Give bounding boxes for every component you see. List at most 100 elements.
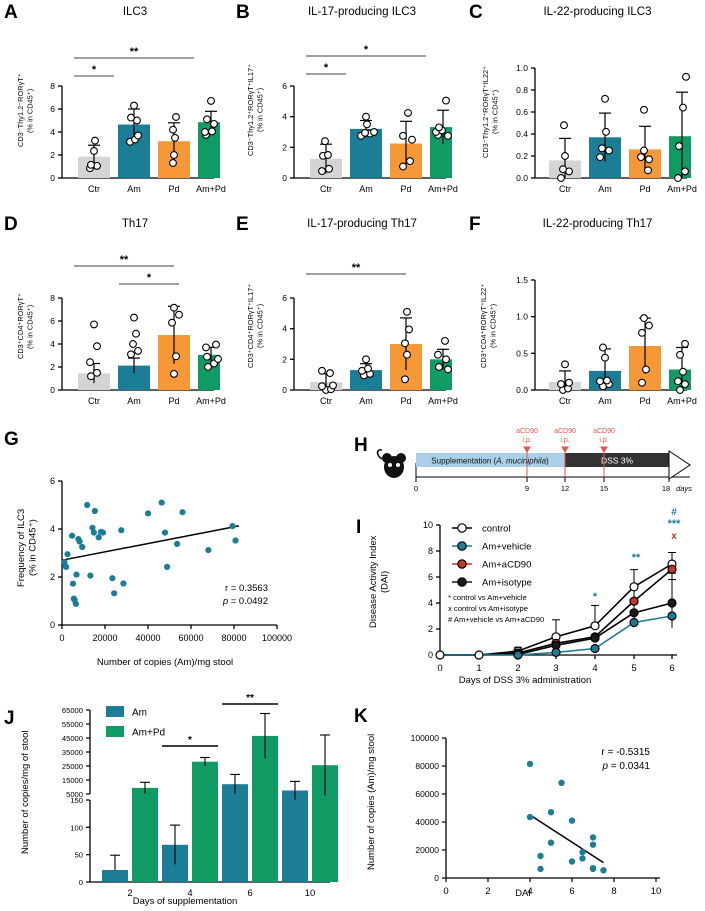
panel-j: J Number of copies/mg of stool 65000 550… (0, 680, 350, 911)
svg-text:3: 3 (553, 663, 558, 674)
panel-e: E IL-17-producing Th17 CD3⁺CD4⁺RORγT⁺IL1… (232, 212, 467, 422)
panel-g-p: p = 0.0492 (222, 596, 268, 607)
svg-text:Pd: Pd (639, 184, 650, 194)
annot-star-day5: ** (632, 552, 641, 564)
svg-text:2: 2 (127, 888, 132, 899)
svg-text:Ctr: Ctr (320, 184, 332, 194)
svg-text:Am+vehicle: Am+vehicle (482, 542, 531, 553)
panel-b-title: IL-17-producing ILC3 (307, 6, 417, 18)
panel-f: F IL-22-producing Th17 CD3⁺CD4⁺RORγT⁺IL2… (465, 212, 705, 422)
svg-text:1.0: 1.0 (516, 63, 528, 73)
panel-f-letter: F (469, 214, 481, 235)
panel-d-chart: ** * 8 6 4 2 0 Ctr Am Pd Am+Pd (50, 254, 226, 406)
panel-i-letter: I (356, 517, 361, 538)
svg-text:0.2: 0.2 (516, 151, 528, 161)
svg-text:8: 8 (611, 886, 616, 897)
svg-text:0.0: 0.0 (516, 173, 528, 183)
svg-text:0: 0 (434, 873, 439, 883)
panel-i-ylabel: Disease Activity Index (DAI) (368, 535, 391, 629)
panel-i-legend: control Am+vehicle Am+aCD90 Am+isotype (452, 523, 532, 589)
panel-h-letter: H (354, 435, 368, 456)
svg-text:4: 4 (50, 339, 55, 349)
svg-text:Pd: Pd (400, 184, 411, 194)
svg-text:5: 5 (631, 663, 636, 674)
panel-f-title: IL-22-producing Th17 (542, 218, 653, 230)
svg-text:0: 0 (428, 650, 433, 660)
svg-text:10: 10 (651, 886, 662, 897)
svg-text:2: 2 (282, 142, 287, 152)
svg-text:0.0: 0.0 (516, 385, 528, 395)
svg-text:1: 1 (476, 663, 481, 674)
svg-text:55000: 55000 (62, 720, 83, 729)
svg-text:*: * (364, 44, 369, 56)
annot-hash-day6: # (671, 507, 677, 518)
svg-text:2: 2 (515, 663, 520, 674)
svg-text:4: 4 (50, 127, 55, 137)
svg-text:1.0: 1.0 (516, 312, 528, 322)
panel-b: B IL-17-producing ILC3 CD3⁻Thy1.2⁺RORγT⁺… (232, 0, 467, 210)
svg-text:Am: Am (132, 708, 147, 719)
svg-text:10: 10 (305, 888, 316, 899)
svg-text:6: 6 (247, 888, 252, 899)
svg-text:**: ** (352, 262, 361, 274)
panel-d-letter: D (4, 214, 18, 235)
svg-text:80000: 80000 (415, 761, 439, 771)
svg-text:Supplementation (A. muciniphil: Supplementation (A. muciniphila) (431, 457, 549, 466)
svg-text:Pd: Pd (400, 396, 411, 406)
svg-text:1.5: 1.5 (516, 275, 528, 285)
svg-text:Am: Am (598, 184, 612, 194)
svg-text:6: 6 (282, 293, 287, 303)
svg-text:6: 6 (50, 316, 55, 326)
svg-text:control: control (482, 524, 511, 535)
svg-text:6: 6 (50, 476, 55, 486)
svg-text:2: 2 (485, 886, 490, 897)
svg-text:6: 6 (428, 572, 433, 582)
svg-text:4: 4 (282, 324, 287, 334)
panel-c-chart: 1.0 0.8 0.6 0.4 0.2 0.0 Ctr Am Pd Am+Pd (516, 63, 697, 194)
svg-text:20000: 20000 (415, 845, 439, 855)
svg-text:Pd: Pd (639, 396, 650, 406)
panel-a-chart: ** * 8 6 4 2 0 (50, 46, 226, 194)
panel-g-ylabel: Frequency of ILC3 (% in CD45⁺) (16, 508, 39, 588)
panel-a: A ILC3 CD3⁻Thy1.2⁻RORγT⁺ (% in CD45⁺) ** … (0, 0, 235, 210)
panel-e-chart: ** 6 4 2 0 Ctr Am Pd Am+Pd (282, 262, 458, 406)
svg-text:Am+isotype: Am+isotype (482, 578, 532, 589)
panel-i: I Disease Activity Index (DAI) 10 8 6 4 2… (350, 495, 705, 695)
svg-text:2: 2 (50, 150, 55, 160)
panel-b-chart: * * 6 4 2 0 Ctr Am Pd Am+Pd (282, 44, 458, 194)
svg-text:60000: 60000 (415, 789, 439, 799)
svg-text:0.6: 0.6 (516, 107, 528, 117)
svg-text:0: 0 (437, 663, 442, 674)
panel-c: C IL-22-producing ILC3 CD3⁻Thy1.2⁺RORγT⁺… (465, 0, 705, 210)
svg-text:0: 0 (59, 633, 64, 643)
panel-a-letter: A (4, 2, 18, 23)
svg-text:Pd: Pd (168, 396, 179, 406)
svg-text:* control vs Am+vehicle: * control vs Am+vehicle (448, 593, 527, 602)
svg-text:Ctr: Ctr (88, 184, 100, 194)
svg-text:100: 100 (70, 823, 83, 832)
svg-text:Am+Pd: Am+Pd (428, 396, 458, 406)
svg-text:Am+Pd: Am+Pd (667, 184, 697, 194)
svg-text:Am+Pd: Am+Pd (196, 184, 226, 194)
svg-text:6: 6 (282, 81, 287, 91)
panel-g: G Frequency of ILC3 (% in CD45⁺) 6 4 2 0 … (0, 425, 350, 680)
svg-text:100000: 100000 (411, 733, 440, 743)
svg-text:4: 4 (428, 598, 433, 608)
svg-text:Am: Am (127, 184, 141, 194)
panel-e-letter: E (236, 214, 249, 235)
svg-text:Am: Am (598, 396, 612, 406)
svg-text:**: ** (120, 254, 129, 266)
svg-text:35000: 35000 (62, 748, 83, 757)
svg-text:6: 6 (50, 104, 55, 114)
svg-text:80000: 80000 (221, 633, 246, 643)
svg-text:6: 6 (569, 886, 574, 897)
svg-text:0.4: 0.4 (516, 129, 528, 139)
panel-i-chart: 10 8 6 4 2 0 0 1 2 3 4 5 6 (423, 507, 681, 674)
svg-text:40000: 40000 (135, 633, 160, 643)
svg-text:0: 0 (50, 173, 55, 183)
panel-g-letter: G (4, 429, 19, 450)
svg-text:*: * (147, 272, 152, 284)
svg-text:40000: 40000 (415, 817, 439, 827)
svg-text:i.p.: i.p. (599, 437, 608, 444)
mouse-icon (376, 449, 406, 478)
